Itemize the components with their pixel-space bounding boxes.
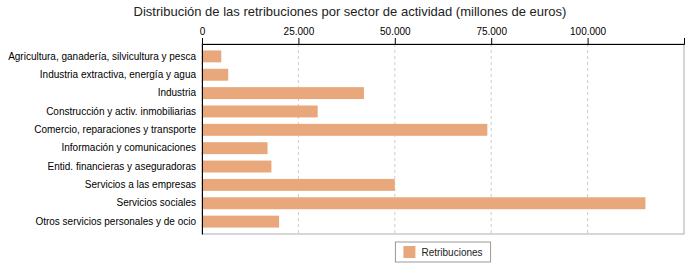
category-label: Información y comunicaciones (61, 142, 196, 153)
category-label: Industria extractiva, energía y agua (40, 69, 197, 80)
tick: 75.000 (476, 26, 507, 44)
tick: Industria extractiva, energía y agua (40, 69, 202, 80)
tick: Construcción y activ. inmobiliarias (46, 106, 202, 117)
tick: Agricultura, ganadería, silvicultura y p… (8, 51, 202, 62)
tick-mark (395, 38, 396, 44)
tick: 25.000 (284, 26, 315, 44)
tick-mark (298, 38, 299, 44)
legend-swatch (403, 246, 415, 258)
tick: Servicios a las empresas (85, 179, 202, 190)
bar (202, 105, 318, 117)
tick: Comercio, reparaciones y transporte (34, 124, 202, 135)
tick-label: 0 (200, 26, 206, 37)
bar (202, 142, 268, 154)
tick-label: 100.000 (570, 26, 607, 37)
bar (202, 161, 271, 173)
category-label: Servicios sociales (117, 197, 196, 208)
tick: 0 (200, 26, 206, 44)
legend-item: Retribuciones (403, 246, 482, 258)
tick: Servicios sociales (117, 197, 202, 208)
tick: Entid. financieras y aseguradoras (48, 161, 202, 172)
bar (202, 87, 364, 99)
category-label: Industria (158, 87, 197, 98)
tick-mark (202, 38, 203, 44)
x-axis: 0 25.000 50.000 75.000 100.000 (200, 26, 685, 45)
bar (202, 197, 645, 209)
category-label: Comercio, reparaciones y transporte (34, 124, 196, 135)
bar (202, 69, 228, 81)
tick: Industria (158, 87, 202, 98)
tick-label: 50.000 (380, 26, 411, 37)
legend-label: Retribuciones (421, 247, 482, 258)
tick: Información y comunicaciones (61, 142, 202, 153)
bar (202, 179, 395, 191)
tick-mark (491, 38, 492, 44)
tick: Otros servicios personales y de ocio (35, 216, 202, 227)
legend: Retribuciones (395, 242, 490, 262)
category-label: Construcción y activ. inmobiliarias (46, 106, 196, 117)
category-label: Servicios a las empresas (85, 179, 196, 190)
tick: 50.000 (380, 26, 411, 44)
category-label: Otros servicios personales y de ocio (35, 216, 196, 227)
plot: 0 25.000 50.000 75.000 100.000 Agricultura, g… (8, 26, 684, 235)
legend-frame (395, 242, 490, 262)
category-label: Agricultura, ganadería, silvicultura y p… (8, 51, 196, 62)
category-label: Entid. financieras y aseguradoras (48, 161, 196, 172)
bar (202, 50, 221, 62)
bars (202, 50, 645, 227)
plot-frame (202, 44, 684, 234)
tick-label: 75.000 (476, 26, 507, 37)
axis-line (202, 45, 203, 235)
tick-label: 25.000 (284, 26, 315, 37)
axis-line (203, 38, 685, 45)
bar (202, 124, 487, 136)
title: Distribución de las retribuciones por se… (134, 4, 567, 19)
y-axis: Agricultura, ganadería, silvicultura y p… (8, 45, 202, 235)
bar (202, 216, 279, 228)
chart: 0 25.000 50.000 75.000 100.000 Agricultura, g… (0, 0, 700, 270)
tick-mark (588, 38, 589, 44)
tick: 100.000 (570, 26, 607, 44)
